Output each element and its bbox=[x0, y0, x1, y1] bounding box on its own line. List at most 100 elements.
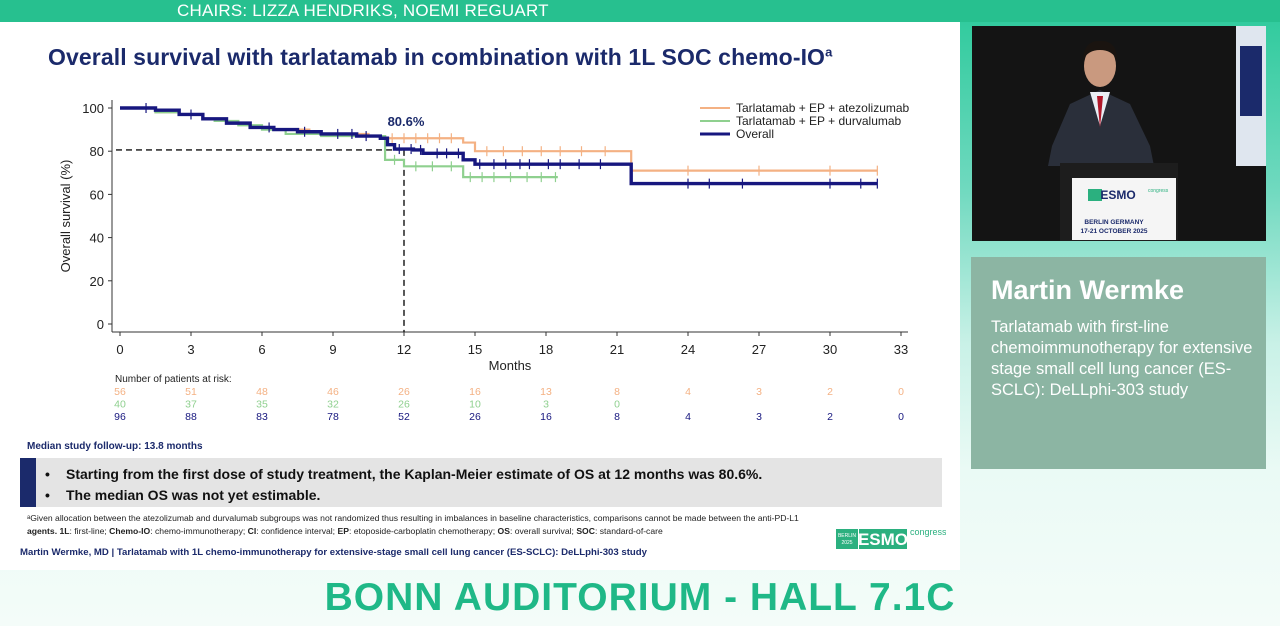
x-axis-title: Months bbox=[489, 358, 532, 373]
key-points-list: • Starting from the first dose of study t… bbox=[45, 464, 762, 506]
risk-table-cell: 35 bbox=[256, 399, 268, 411]
os12-annotation-label: 80.6% bbox=[388, 114, 425, 129]
risk-table-cell: 83 bbox=[256, 411, 268, 423]
podium-mark: ESMO bbox=[1100, 188, 1135, 202]
risk-table-cell: 3 bbox=[543, 399, 549, 411]
footnote-definition: : standard-of-care bbox=[594, 526, 663, 536]
speaker-body bbox=[1048, 90, 1154, 166]
slide-title-superscript: a bbox=[825, 44, 833, 60]
x-tick-label: 9 bbox=[329, 342, 336, 357]
footnote-line-2: agents. 1L: first-line; Chemo-IO: chemo-… bbox=[27, 525, 937, 538]
logo-word: congress bbox=[910, 527, 946, 537]
podium-word: congress bbox=[1148, 188, 1169, 194]
speaker-name: Martin Wermke bbox=[991, 275, 1185, 305]
risk-table-cell: 48 bbox=[256, 386, 268, 398]
risk-table-cell: 3 bbox=[756, 386, 762, 398]
x-tick-label: 6 bbox=[258, 342, 265, 357]
podium-line-1: BERLIN GERMANY bbox=[1084, 219, 1144, 226]
slide-credit: Martin Wermke, MD | Tarlatamab with 1L c… bbox=[20, 547, 647, 558]
risk-table-cell: 0 bbox=[614, 399, 620, 411]
x-tick-label: 15 bbox=[468, 342, 482, 357]
risk-table-cell: 96 bbox=[114, 411, 126, 423]
risk-table-cell: 26 bbox=[469, 411, 481, 423]
risk-table-cell: 56 bbox=[114, 386, 126, 398]
footnote-abbrev: SOC bbox=[576, 526, 595, 536]
risk-table-cell: 16 bbox=[469, 386, 481, 398]
logo-year-num: 2025 bbox=[841, 540, 852, 546]
risk-table-cell: 26 bbox=[398, 386, 410, 398]
risk-table-cell: 0 bbox=[898, 386, 904, 398]
hall-name: BONN AUDITORIUM - HALL 7.1C bbox=[324, 576, 956, 619]
x-tick-label: 24 bbox=[681, 342, 695, 357]
legend-label: Overall bbox=[736, 127, 774, 141]
legend-label: Tarlatamab + EP + durvalumab bbox=[736, 114, 902, 128]
risk-table-cell: 51 bbox=[185, 386, 197, 398]
slide-title-text: Overall survival with tarlatamab in comb… bbox=[48, 44, 826, 70]
risk-table-cell: 16 bbox=[540, 411, 552, 423]
y-axis-title: Overall survival (%) bbox=[58, 160, 73, 273]
x-tick-label: 21 bbox=[610, 342, 624, 357]
risk-table-title: Number of patients at risk: bbox=[115, 374, 232, 385]
speaker-video-frame: ESMO congress BERLIN GERMANY 17-21 OCTOB… bbox=[972, 26, 1266, 241]
session-chairs: CHAIRS: LIZZA HENDRIKS, NOEMI REGUART bbox=[177, 1, 549, 20]
y-tick-label: 20 bbox=[90, 274, 104, 289]
footnote-abbrev: EP bbox=[337, 526, 349, 536]
y-tick-label: 100 bbox=[82, 101, 104, 116]
risk-table-cell: 2 bbox=[827, 386, 833, 398]
x-tick-label: 30 bbox=[823, 342, 837, 357]
x-tick-label: 33 bbox=[894, 342, 908, 357]
x-tick-label: 27 bbox=[752, 342, 766, 357]
key-point: • The median OS was not yet estimable. bbox=[45, 487, 321, 503]
footnote-abbrev: CI bbox=[247, 526, 257, 536]
risk-table-cell: 26 bbox=[398, 399, 410, 411]
risk-table-cell: 2 bbox=[827, 411, 833, 423]
logo-year-box bbox=[836, 529, 858, 549]
risk-table-cell: 78 bbox=[327, 411, 339, 423]
esmo-congress-logo: BERLIN 2025 ESMO congress bbox=[836, 527, 946, 549]
km-curve-series-3 bbox=[120, 106, 878, 186]
logo-mark: ESMO bbox=[858, 530, 908, 549]
podium-line-2: 17-21 OCTOBER 2025 bbox=[1080, 228, 1147, 235]
key-point-text: The median OS was not yet estimable. bbox=[66, 487, 321, 503]
logo-year: BERLIN bbox=[838, 533, 856, 539]
risk-table-cell: 4 bbox=[685, 411, 691, 423]
risk-table-cell: 40 bbox=[114, 399, 126, 411]
risk-table-cell: 13 bbox=[540, 386, 552, 398]
risk-table-cell: 8 bbox=[614, 411, 620, 423]
risk-table-cell: 32 bbox=[327, 399, 339, 411]
podium-sign bbox=[1072, 178, 1176, 240]
footnote-abbrev: Chemo-IO bbox=[109, 526, 151, 536]
footnote-abbrev: agents. 1L bbox=[27, 526, 70, 536]
risk-table-cell: 10 bbox=[469, 399, 481, 411]
speaker-tie bbox=[1097, 96, 1103, 128]
legend-label: Tarlatamab + EP + atezolizumab bbox=[736, 101, 910, 115]
x-tick-label: 0 bbox=[116, 342, 123, 357]
logo-mark-box bbox=[859, 529, 907, 549]
footnote-line-1: ᵃGiven allocation between the atezolizum… bbox=[27, 513, 799, 523]
key-point-text: Starting from the first dose of study tr… bbox=[66, 466, 763, 482]
key-point: • Starting from the first dose of study t… bbox=[45, 466, 763, 482]
risk-table-cell: 46 bbox=[327, 386, 339, 398]
speaker-card: Martin Wermke Tarlatamab with first-line… bbox=[971, 257, 1266, 469]
x-tick-label: 18 bbox=[539, 342, 553, 357]
footnote: ᵃGiven allocation between the atezolizum… bbox=[27, 512, 937, 538]
top-banner: CHAIRS: LIZZA HENDRIKS, NOEMI REGUART bbox=[0, 0, 1280, 22]
risk-table-cell: 0 bbox=[898, 411, 904, 423]
speaker-head bbox=[1084, 45, 1116, 87]
talk-title: Tarlatamab with first-line chemoimmunoth… bbox=[991, 318, 1253, 399]
footnote-definition: : chemo-immunotherapy; bbox=[150, 526, 248, 536]
y-tick-label: 0 bbox=[97, 317, 104, 332]
footnote-definition: : etoposide-carboplatin chemotherapy; bbox=[348, 526, 498, 536]
footnote-definition: : first-line; bbox=[69, 526, 110, 536]
risk-table-cell: 37 bbox=[185, 399, 197, 411]
key-points-accent-bar bbox=[20, 458, 36, 507]
speaker-video-feed: ESMO congress BERLIN GERMANY 17-21 OCTOB… bbox=[972, 26, 1266, 241]
median-followup: Median study follow-up: 13.8 months bbox=[27, 441, 203, 452]
footnote-abbrev: OS bbox=[497, 526, 510, 536]
risk-table-cell: 88 bbox=[185, 411, 197, 423]
x-tick-label: 12 bbox=[397, 342, 411, 357]
y-tick-label: 60 bbox=[90, 187, 104, 202]
presentation-slide: Overall survival with tarlatamab in comb… bbox=[0, 22, 960, 570]
footnote-definition: : confidence interval; bbox=[256, 526, 338, 536]
